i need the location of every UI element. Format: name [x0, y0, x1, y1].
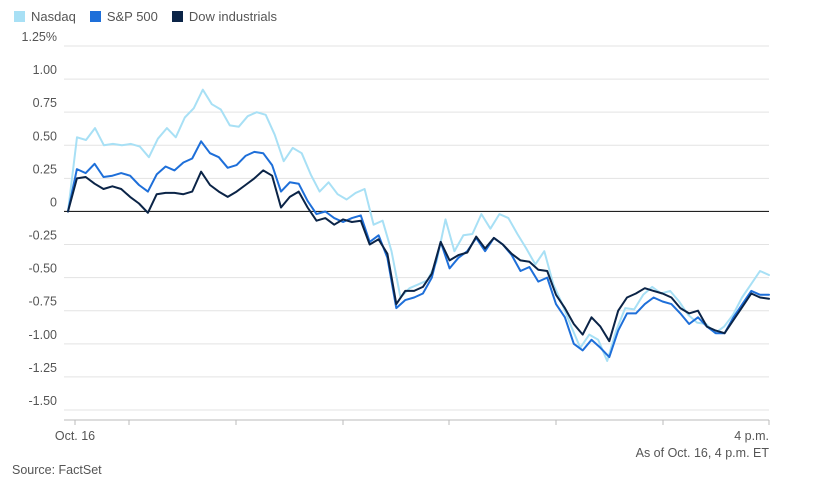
y-tick-label: -0.50 — [29, 262, 58, 276]
y-tick-label: 0 — [50, 195, 57, 209]
legend-label-nasdaq: Nasdaq — [31, 9, 76, 24]
y-tick-label: 0.50 — [33, 129, 57, 143]
y-tick-label: 0.75 — [33, 96, 57, 110]
y-tick-label: -1.50 — [29, 394, 58, 408]
legend-swatch-dow — [171, 11, 183, 22]
gridlines — [64, 45, 769, 411]
as-of-note: As of Oct. 16, 4 p.m. ET — [636, 446, 770, 460]
legend-swatch-sp500 — [89, 11, 101, 22]
series-line-nasdaq — [67, 88, 770, 362]
y-tick-label: 1.00 — [33, 63, 57, 77]
x-axis: Oct. 16 4 p.m. — [55, 419, 770, 443]
x-tick-label: 4 p.m. — [734, 429, 769, 443]
legend-item-sp500: S&P 500 — [89, 9, 158, 24]
series-line-sp500 — [67, 140, 770, 359]
legend: Nasdaq S&P 500 Dow industrials — [14, 9, 277, 24]
legend-label-sp500: S&P 500 — [106, 9, 158, 24]
legend-swatch-nasdaq — [14, 11, 25, 22]
y-tick-label: -1.00 — [29, 328, 58, 342]
x-tick-label: Oct. 16 — [55, 429, 95, 443]
y-tick-label: -0.25 — [29, 229, 58, 243]
y-tick-label: 0.25 — [33, 162, 57, 176]
legend-item-dow: Dow industrials — [171, 9, 278, 24]
series-lines — [67, 88, 770, 362]
y-tick-label: -1.25 — [29, 361, 58, 375]
legend-label-dow: Dow industrials — [188, 9, 278, 24]
y-tick-label: 1.25% — [22, 30, 57, 44]
series-line-dow — [67, 169, 770, 343]
legend-item-nasdaq: Nasdaq — [14, 9, 76, 24]
source-note: Source: FactSet — [12, 463, 102, 477]
y-tick-label: -0.75 — [29, 295, 58, 309]
y-axis-ticks: 1.25% 1.00 0.75 0.50 0.25 0 -0.25 -0.50 -0.75 -1.… — [22, 30, 58, 408]
